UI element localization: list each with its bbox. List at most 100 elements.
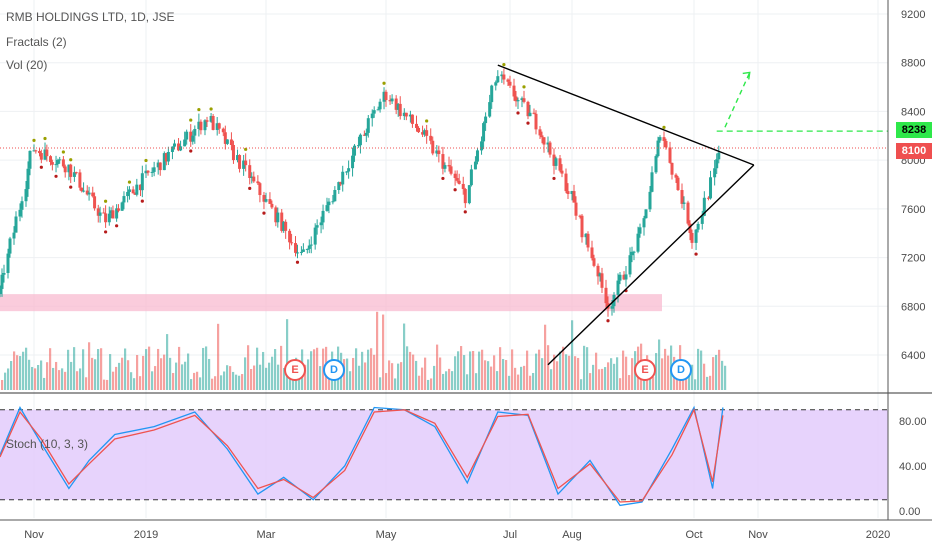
candle-body <box>183 139 187 147</box>
earnings-badge[interactable]: E <box>284 359 306 381</box>
volume-bar <box>343 359 346 390</box>
candle-body <box>364 132 368 136</box>
candle-body <box>264 199 268 202</box>
volume-bar <box>22 351 25 390</box>
candle-body <box>2 272 6 275</box>
price-axis-tick-label: 7600 <box>901 204 925 216</box>
candle-body <box>376 109 380 111</box>
volume-bar <box>88 342 91 390</box>
candle-body <box>394 98 398 110</box>
candle-body <box>404 112 408 117</box>
candle-body <box>382 91 386 102</box>
candle-body <box>341 171 345 185</box>
volume-bar <box>601 368 604 390</box>
candle-body <box>164 153 168 162</box>
candle-body <box>668 147 672 163</box>
projection-arrow-head <box>742 71 751 80</box>
volume-bar <box>181 364 184 390</box>
candle-body <box>242 160 246 169</box>
stoch-indicator-label[interactable]: Stoch (10, 3, 3) <box>6 437 89 451</box>
volume-bar <box>187 353 190 390</box>
volume-bar <box>619 378 622 390</box>
earnings-badge[interactable]: E <box>634 359 656 381</box>
volume-bar <box>391 363 394 390</box>
projection-arrow-line <box>724 72 751 128</box>
dividend-badge[interactable]: D <box>670 359 692 381</box>
fractal-down-marker <box>115 224 119 228</box>
volume-bar <box>475 373 478 390</box>
candle-body <box>676 177 680 191</box>
candle-body <box>8 238 12 254</box>
volume-bar <box>616 357 619 390</box>
volume-bar <box>553 354 556 390</box>
volume-bar <box>286 319 289 390</box>
candle-body <box>580 215 584 238</box>
volume-bar <box>289 372 292 390</box>
volume-bar <box>4 372 7 390</box>
candle-body <box>102 212 106 214</box>
volume-bar <box>199 377 202 390</box>
stoch-axis-tick-label: 40.00 <box>899 461 927 473</box>
candle-body <box>648 191 652 210</box>
candle-body <box>85 190 89 195</box>
candle-body <box>488 102 492 117</box>
volume-bar <box>214 376 217 390</box>
price-axis-tick-label: 6800 <box>901 301 925 313</box>
candle-body <box>480 141 484 151</box>
volume-bar <box>574 356 577 390</box>
time-axis-tick-label: Oct <box>685 529 702 541</box>
candle-body <box>618 274 622 281</box>
candle-body <box>74 172 78 174</box>
fractals-indicator-label[interactable]: Fractals (2) <box>6 35 67 49</box>
fractal-up-marker <box>502 63 506 67</box>
volume-bar <box>208 358 211 390</box>
volume-bar <box>631 358 634 390</box>
candle-body <box>172 143 176 147</box>
candle-body <box>717 152 721 160</box>
volume-bar <box>355 348 358 390</box>
candle-body <box>299 251 303 253</box>
volume-indicator-label[interactable]: Vol (20) <box>6 58 48 72</box>
candle-body <box>630 251 634 256</box>
candle-body <box>197 121 201 129</box>
fractal-up-marker <box>43 136 47 141</box>
volume-bar <box>535 353 538 390</box>
candle-body <box>425 130 429 136</box>
candle-body <box>244 160 248 166</box>
volume-bar <box>37 365 40 390</box>
volume-bar <box>283 368 286 390</box>
volume-bar <box>361 351 364 390</box>
volume-bar <box>16 355 19 390</box>
volume-bar <box>532 373 535 390</box>
candle-body <box>252 176 256 182</box>
volume-bar <box>448 368 451 390</box>
price-axis-tick-label: 6400 <box>901 350 925 362</box>
candle-body <box>421 132 425 135</box>
candle-body <box>158 162 162 171</box>
volume-bar <box>487 361 490 390</box>
candle-body <box>384 91 388 101</box>
volume-bar <box>379 377 382 390</box>
resistance-trendline <box>497 64 755 166</box>
volume-bar <box>703 363 706 390</box>
candle-body <box>221 128 225 133</box>
candle-body <box>506 79 510 82</box>
volume-bar <box>1 379 4 390</box>
candle-body <box>682 202 686 204</box>
candle-body <box>490 85 494 103</box>
candle-body <box>120 202 124 211</box>
dividend-badge[interactable]: D <box>323 359 345 381</box>
volume-bar <box>304 364 307 390</box>
volume-bar <box>709 375 712 390</box>
candle-body <box>209 116 213 122</box>
candle-body <box>622 274 626 280</box>
volume-bar <box>433 365 436 390</box>
volume-bar <box>49 348 52 390</box>
fractal-down-marker <box>526 121 530 125</box>
candle-body <box>54 164 58 166</box>
fractal-down-marker <box>441 176 445 181</box>
volume-bar <box>169 357 172 390</box>
candle-body <box>347 168 351 172</box>
